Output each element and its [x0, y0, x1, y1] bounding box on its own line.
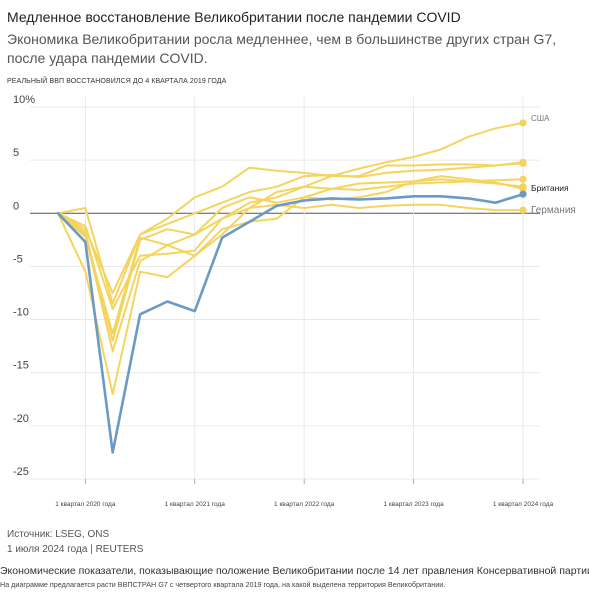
chart-kicker: РЕАЛЬНЫЙ ВВП ВОССТАНОВИЛСЯ ДО 4 КВАРТАЛА… — [7, 78, 227, 85]
series-label-германия: Германия — [531, 205, 576, 216]
series-label-британия: Британия — [531, 183, 569, 193]
series-layer — [56, 119, 527, 454]
series-line-германия — [57, 203, 524, 335]
tick-layer: 10% 5 0 -5 -10 -15 -20 -25 1 квартал 2020 года 1 … — [13, 94, 553, 508]
y-tick-label: 10% — [13, 94, 35, 106]
y-tick-label: -25 — [13, 466, 29, 478]
y-tick-label: 0 — [13, 200, 19, 212]
y-tick-label: 5 — [13, 147, 19, 159]
x-tick-label: 1 квартал 2021 года — [165, 501, 226, 508]
gdp-line-chart: 10% 5 0 -5 -10 -15 -20 -25 1 квартал 2020 года 1 … — [13, 94, 576, 508]
series-line-g7-country — [57, 162, 524, 310]
caption-line-2: На диаграмме предлагается расти ВВПСТРАН… — [0, 580, 446, 589]
x-tick-label: 1 квартал 2023 года — [383, 501, 444, 508]
series-label-сша: США — [531, 114, 550, 123]
source-note: Источник: LSEG, ONS — [7, 529, 110, 540]
series-line-g7-country — [57, 178, 524, 395]
y-tick-label: -5 — [13, 253, 23, 265]
series-endpoint-германия — [519, 206, 527, 214]
series-endpoint-g7-country — [519, 175, 527, 183]
x-tick-label: 1 квартал 2022 года — [274, 501, 335, 508]
grid-layer — [30, 97, 540, 480]
series-endpoint-g7-country — [519, 159, 527, 167]
series-endpoint-британия — [519, 190, 527, 198]
y-tick-label: -10 — [13, 307, 29, 319]
caption-line-1: Экономические показатели, показывающие п… — [0, 565, 589, 577]
series-endpoint-g7-country — [519, 185, 527, 193]
series-line-g7-country — [57, 175, 524, 353]
y-tick-label: -20 — [13, 413, 29, 425]
publication-date: 1 июля 2024 года | REUTERS — [7, 544, 144, 555]
series-endpoint-сша — [519, 119, 527, 127]
label-layer: США Германия Британия — [531, 114, 576, 216]
series-line-g7-country — [57, 161, 524, 294]
x-tick-label: 1 квартал 2024 года — [493, 501, 554, 508]
chart-title: Медленное восстановление Великобритании … — [7, 9, 461, 25]
x-tick-label: 1 квартал 2020 года — [55, 501, 116, 508]
y-tick-label: -15 — [13, 360, 29, 372]
series-line-g7-country — [57, 178, 524, 342]
series-line-британия — [56, 192, 525, 454]
chart-subtitle: Экономика Великобритании росла медленнее… — [7, 31, 557, 66]
